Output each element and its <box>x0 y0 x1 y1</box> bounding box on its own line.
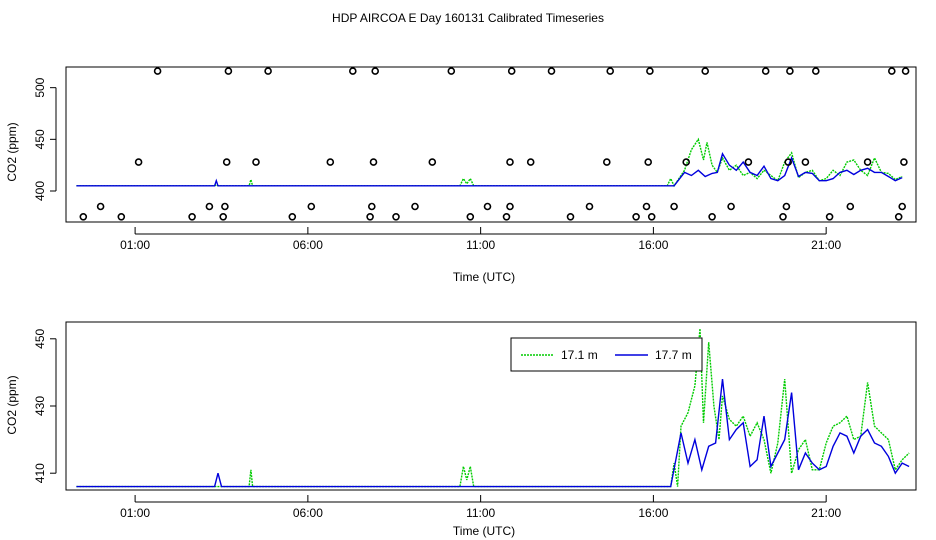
scatter-point <box>887 67 896 75</box>
scatter-point <box>79 213 88 221</box>
lower-plot-frame <box>65 321 917 491</box>
scatter-point <box>392 213 400 221</box>
scatter-point <box>428 158 437 166</box>
scatter-point <box>708 213 716 221</box>
scatter-point <box>701 67 710 75</box>
scatter-point <box>96 202 105 211</box>
scatter-point <box>846 202 855 211</box>
scatter-point <box>644 158 653 166</box>
scatter-point <box>670 202 678 211</box>
scatter-point <box>221 202 229 211</box>
scatter-point <box>367 202 376 211</box>
chart-title: HDP AIRCOA E Day 160131 Calibrated Times… <box>332 11 604 25</box>
scatter-point <box>526 158 535 166</box>
scatter-point <box>447 67 456 75</box>
scatter-point <box>224 67 233 75</box>
scatter-point <box>898 202 907 211</box>
scatter-point <box>411 202 419 211</box>
scatter-point <box>547 67 556 75</box>
x-tick-label: 16:00 <box>638 238 668 252</box>
x-tick-label: 11:00 <box>466 238 495 252</box>
scatter-point <box>786 67 794 75</box>
scatter-point <box>784 158 793 166</box>
scatter-point <box>744 158 753 166</box>
scatter-point <box>901 67 910 75</box>
scatter-point <box>761 67 770 75</box>
y-tick-label: 450 <box>33 328 47 348</box>
x-tick-label: 16:00 <box>638 506 668 520</box>
scatter-point <box>117 213 126 221</box>
scatter-point <box>188 213 196 221</box>
scatter-point <box>507 67 516 75</box>
y-tick-label: 430 <box>33 396 47 416</box>
lower-panel: Time (UTC) CO2 (ppm) 01:00 06:00 11:00 16:0… <box>5 321 917 538</box>
scatter-point <box>483 202 492 211</box>
series-line-blue <box>76 152 903 187</box>
upper-panel: Time (UTC) CO2 (ppm) 01:00 06:00 11:00 16:0… <box>5 66 917 284</box>
scatter-point <box>371 67 380 75</box>
scatter-point <box>782 202 791 211</box>
scatter-point <box>506 202 514 211</box>
scatter-point <box>205 202 214 211</box>
upper-plot-frame <box>65 66 917 223</box>
x-tick-label: 01:00 <box>120 238 150 252</box>
scatter-point <box>825 213 834 221</box>
series-line-green <box>76 137 903 188</box>
scatter-point <box>466 213 475 221</box>
x-tick-label: 01:00 <box>120 506 150 520</box>
scatter-point <box>646 67 654 75</box>
scatter-point <box>585 202 594 211</box>
scatter-point <box>264 67 272 75</box>
scatter-point <box>348 67 357 75</box>
lower-x-axis-label: Time (UTC) <box>453 524 515 538</box>
x-tick-label: 11:00 <box>466 506 495 520</box>
scatter-point <box>252 158 260 166</box>
scatter-point <box>779 213 787 221</box>
scatter-point <box>642 202 651 211</box>
x-tick-label: 06:00 <box>293 238 323 252</box>
x-tick-label: 21:00 <box>811 506 841 520</box>
scatter-point <box>307 202 316 211</box>
upper-x-axis-label: Time (UTC) <box>453 270 515 284</box>
upper-y-axis-label: CO2 (ppm) <box>5 122 19 181</box>
legend-label-17-7m: 17.7 m <box>655 348 692 362</box>
series-line-green <box>76 328 910 488</box>
scatter-point <box>647 213 656 221</box>
scatter-point <box>153 67 162 75</box>
scatter-point <box>900 158 908 166</box>
x-tick-label: 21:00 <box>811 238 841 252</box>
scatter-point <box>288 213 297 221</box>
scatter-point <box>894 213 903 221</box>
series-line-blue <box>76 379 910 488</box>
scatter-point <box>801 158 810 166</box>
legend-label-17-1m: 17.1 m <box>561 348 598 362</box>
scatter-point <box>602 158 611 166</box>
scatter-point <box>502 213 511 221</box>
scatter-point <box>366 213 374 221</box>
legend: 17.1 m 17.7 m <box>510 337 703 372</box>
y-tick-label: 450 <box>33 129 47 149</box>
scatter-point <box>863 158 872 166</box>
x-tick-label: 06:00 <box>293 506 323 520</box>
scatter-point <box>506 158 514 166</box>
lower-y-axis-label: CO2 (ppm) <box>5 375 19 434</box>
scatter-point <box>326 158 335 166</box>
scatter-point <box>134 158 143 166</box>
scatter-point <box>566 213 575 221</box>
scatter-point <box>219 213 227 221</box>
scatter-point <box>369 158 378 166</box>
y-tick-label: 500 <box>33 77 47 97</box>
scatter-point <box>632 213 640 221</box>
y-tick-label: 410 <box>33 463 47 483</box>
y-tick-label: 400 <box>33 181 47 201</box>
scatter-point <box>606 67 615 75</box>
scatter-point <box>727 202 735 211</box>
scatter-point <box>811 67 820 75</box>
scatter-point <box>222 158 231 166</box>
scatter-point <box>682 158 691 166</box>
